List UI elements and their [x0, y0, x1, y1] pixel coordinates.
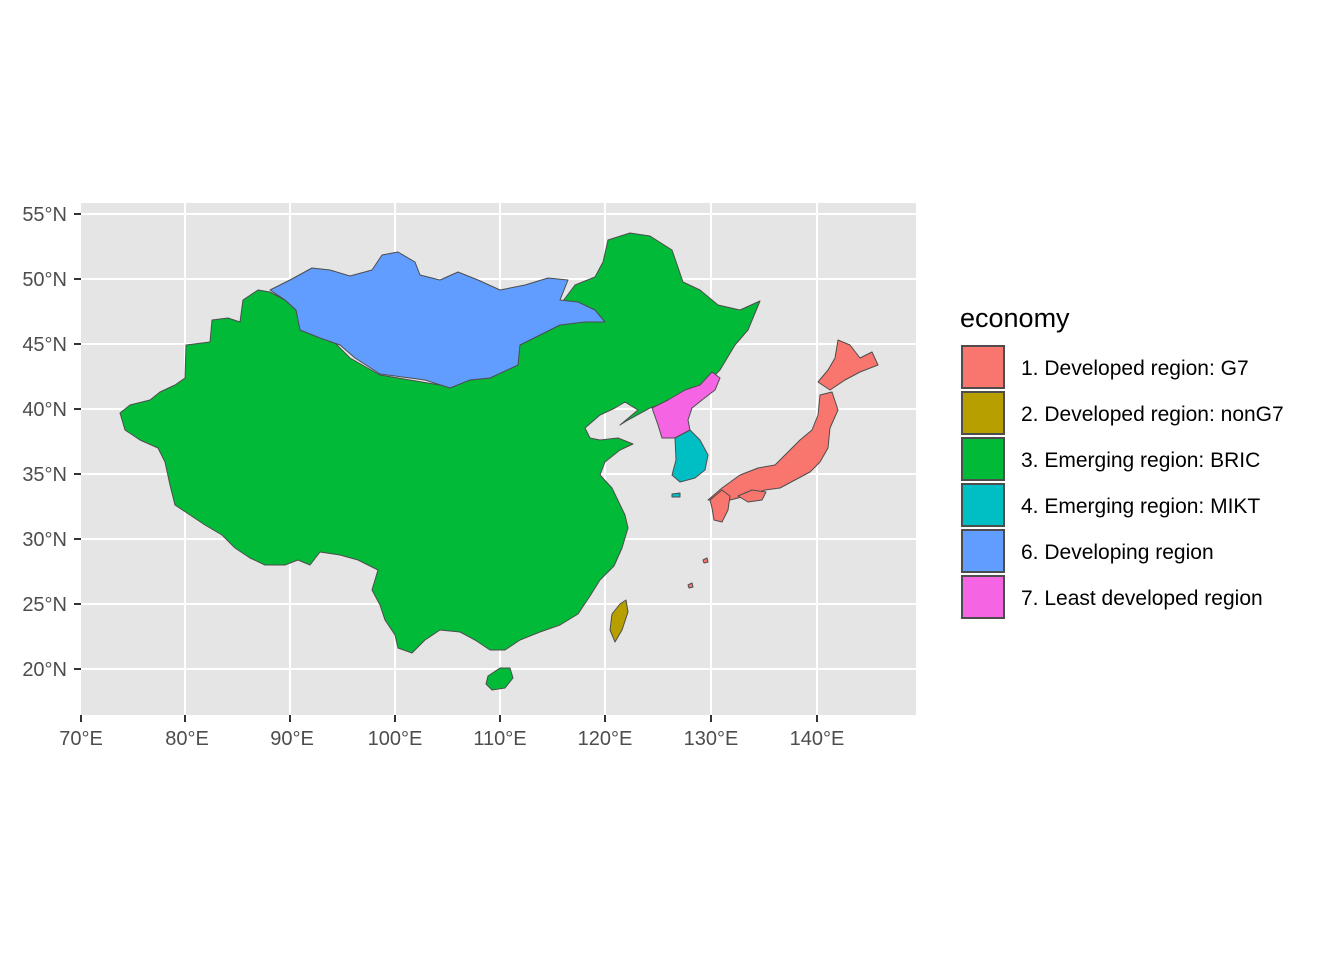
x-tick-label: 80°E [165, 728, 209, 750]
legend-key-g7 [961, 345, 1005, 389]
country-china[interactable] [119, 232, 761, 654]
x-tick-label: 140°E [790, 728, 845, 750]
legend-label-bric: 3. Emerging region: BRIC [1021, 449, 1260, 472]
legend-label-g7: 1. Developed region: G7 [1021, 357, 1249, 380]
island-hokkaido[interactable] [817, 339, 879, 391]
island-ryukyu-2 [702, 557, 709, 564]
y-tick-label: 45°N [22, 334, 67, 356]
legend-key-mikt [961, 483, 1005, 527]
legend-label-mikt: 4. Emerging region: MIKT [1021, 495, 1260, 518]
legend-key-bric [961, 437, 1005, 481]
island-kyushu[interactable] [709, 489, 731, 523]
y-tick-label: 25°N [22, 594, 67, 616]
x-tick-label: 120°E [578, 728, 633, 750]
legend-title: economy [960, 303, 1070, 333]
x-tick-label: 90°E [270, 728, 314, 750]
legend-key-developing [961, 529, 1005, 573]
legend-key-least-developed [961, 575, 1005, 619]
island-ryukyu [687, 582, 694, 589]
y-tick-label: 55°N [22, 204, 67, 226]
country-taiwan[interactable] [609, 599, 629, 643]
legend-key-nong7 [961, 391, 1005, 435]
y-tick-label: 30°N [22, 529, 67, 551]
country-north-korea[interactable] [651, 371, 721, 439]
island-hainan[interactable] [485, 667, 514, 691]
y-tick-labels: 55°N 50°N 45°N 40°N 35°N 30°N 25°N 20°N [22, 204, 67, 681]
x-tick-label: 110°E [473, 728, 526, 750]
island-jeju[interactable] [671, 492, 681, 498]
legend-label-developing: 6. Developing region [1021, 541, 1214, 564]
legend-label-least-developed: 7. Least developed region [1021, 587, 1263, 610]
x-tick-label: 100°E [368, 728, 423, 750]
x-tick-label: 70°E [59, 728, 103, 750]
legend: economy 1. Developed region: G7 2. Devel… [960, 303, 1284, 619]
x-tick-labels: 70°E 80°E 90°E 100°E 110°E 120°E 130°E 1… [59, 728, 844, 750]
y-tick-label: 50°N [22, 269, 67, 291]
legend-label-nong7: 2. Developed region: nonG7 [1021, 403, 1284, 426]
y-tick-label: 40°N [22, 399, 67, 421]
y-tick-label: 35°N [22, 464, 67, 486]
country-south-korea[interactable] [671, 429, 709, 483]
countries [119, 232, 879, 691]
x-tick-label: 130°E [684, 728, 739, 750]
island-shikoku[interactable] [737, 489, 767, 503]
y-tick-label: 20°N [22, 659, 67, 681]
country-japan[interactable] [707, 391, 839, 501]
axis-ticks [74, 213, 818, 722]
country-mongolia[interactable] [269, 251, 606, 389]
